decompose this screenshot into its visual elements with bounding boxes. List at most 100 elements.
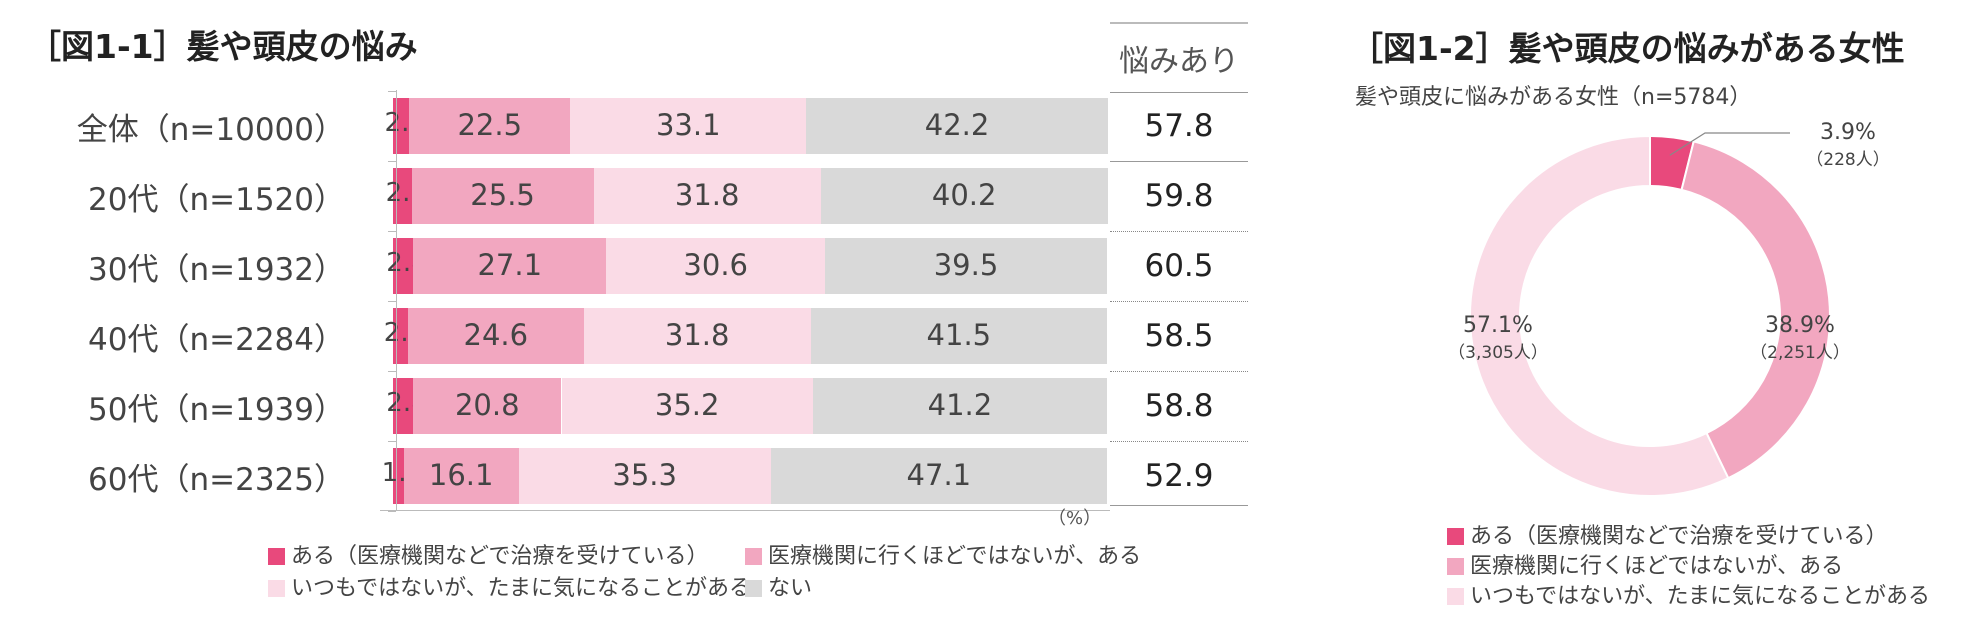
bar-category-label: 全体（n=10000） bbox=[76, 112, 345, 148]
bar-segment bbox=[407, 308, 584, 364]
table-bottom-rule bbox=[1110, 505, 1248, 506]
table-value: 58.5 bbox=[1144, 318, 1214, 354]
bar-value-label: 31.8 bbox=[664, 318, 730, 352]
bar-value-label: 41.5 bbox=[926, 318, 992, 352]
bar-value-label: 42.2 bbox=[924, 108, 990, 142]
bar-value-label: 33.1 bbox=[655, 108, 721, 142]
legend-label: いつもではないが、たまに気になることがある bbox=[1470, 584, 1931, 609]
bar-segment bbox=[812, 378, 1107, 434]
donut-slice-label: 3.9% （228人） bbox=[1806, 120, 1889, 170]
legend-item: いつもではないが、たまに気になることがある bbox=[268, 570, 751, 602]
bar-segment bbox=[403, 448, 519, 504]
figure2-title: ［図1-2］髪や頭皮の悩みがある女性 bbox=[1350, 29, 1905, 68]
table-value: 52.9 bbox=[1144, 458, 1214, 494]
bar-segment bbox=[409, 98, 571, 154]
legend-item: ある（医療機関などで治療を受けている） bbox=[1447, 518, 1888, 550]
bar-category-label: 60代（n=2325） bbox=[88, 462, 345, 498]
bar-category-label: 50代（n=1939） bbox=[88, 392, 345, 428]
table-row-divider bbox=[1110, 161, 1248, 162]
bar-segment bbox=[570, 98, 807, 154]
bar-chart-y-axis bbox=[396, 90, 397, 510]
table-row-divider bbox=[1110, 301, 1248, 302]
bar-value-label: 41.2 bbox=[927, 388, 993, 422]
table-row-divider bbox=[1110, 231, 1248, 232]
table-header: 悩みあり bbox=[1119, 44, 1239, 79]
table-value: 60.5 bbox=[1144, 248, 1214, 284]
figure1-title: ［図1-1］髪や頭皮の悩み bbox=[28, 27, 418, 66]
bar-segment bbox=[393, 448, 404, 504]
slice-count: （228人） bbox=[1806, 150, 1890, 170]
donut-slice bbox=[1469, 134, 1730, 497]
bar-value-label: 30.6 bbox=[683, 248, 749, 282]
bar-segment bbox=[561, 378, 813, 434]
axis-tick bbox=[388, 441, 396, 442]
donut-slice-label: 38.9% （2,251人） bbox=[1750, 313, 1850, 363]
legend-item: ある（医療機関などで治療を受けている） bbox=[268, 538, 709, 570]
legend-swatch bbox=[745, 580, 762, 597]
legend-swatch bbox=[268, 580, 285, 597]
legend-label: 医療機関に行くほどではないが、ある bbox=[1470, 554, 1844, 579]
slice-percent: 38.9% bbox=[1765, 313, 1835, 338]
axis-tick bbox=[388, 511, 396, 512]
axis-tick bbox=[388, 161, 396, 162]
axis-tick bbox=[388, 231, 396, 232]
table-top-rule bbox=[1110, 22, 1248, 24]
axis-tick bbox=[388, 91, 396, 92]
bar-segment bbox=[606, 238, 825, 294]
bar-segment bbox=[411, 168, 594, 224]
bar-category-label: 30代（n=1932） bbox=[88, 252, 345, 288]
slice-count: （2,251人） bbox=[1750, 343, 1850, 363]
table-value: 58.8 bbox=[1144, 388, 1214, 424]
legend-swatch bbox=[1447, 528, 1464, 545]
legend-item: 医療機関に行くほどではないが、ある bbox=[745, 538, 1141, 570]
donut-slice-label: 57.1% （3,305人） bbox=[1448, 313, 1548, 363]
legend-swatch bbox=[1447, 588, 1464, 605]
table-row-divider bbox=[1110, 371, 1248, 372]
bar-category-label: 40代（n=2284） bbox=[88, 322, 345, 358]
slice-percent: 3.9% bbox=[1820, 120, 1876, 145]
slice-percent: 57.1% bbox=[1463, 313, 1533, 338]
axis-tick bbox=[388, 301, 396, 302]
bar-segment bbox=[806, 98, 1108, 154]
bar-value-label: 47.1 bbox=[906, 458, 972, 492]
bar-value-label: 16.1 bbox=[428, 458, 494, 492]
legend-label: ない bbox=[768, 576, 813, 601]
bar-value-label: 40.2 bbox=[931, 178, 997, 212]
bar-value-label: 35.3 bbox=[612, 458, 677, 492]
bar-value-label: 39.5 bbox=[933, 248, 999, 282]
legend-item: ない bbox=[745, 570, 812, 602]
legend-item: いつもではないが、たまに気になることがある bbox=[1447, 578, 1930, 610]
table-header-rule bbox=[1110, 92, 1248, 93]
unit-label: （%） bbox=[1048, 508, 1102, 529]
legend-label: いつもではないが、たまに気になることがある bbox=[291, 576, 752, 601]
legend-swatch bbox=[745, 548, 762, 565]
bar-value-label: 20.8 bbox=[454, 388, 520, 422]
legend-label: 医療機関に行くほどではないが、ある bbox=[768, 544, 1142, 569]
legend-swatch bbox=[1447, 558, 1464, 575]
bar-value-label: 22.5 bbox=[457, 108, 523, 142]
bar-value-label: 31.8 bbox=[674, 178, 740, 212]
legend-label: ある（医療機関などで治療を受けている） bbox=[291, 544, 709, 569]
slice-count: （3,305人） bbox=[1448, 343, 1548, 363]
legend-swatch bbox=[268, 548, 285, 565]
bar-value-label: 25.5 bbox=[470, 178, 535, 212]
table-value: 57.8 bbox=[1144, 108, 1214, 144]
legend-label: ある（医療機関などで治療を受けている） bbox=[1470, 524, 1888, 549]
bar-segment bbox=[393, 168, 412, 224]
bar-segment bbox=[412, 378, 562, 434]
bar-segment bbox=[393, 238, 413, 294]
legend-item: 医療機関に行くほどではないが、ある bbox=[1447, 548, 1843, 580]
bar-segment bbox=[393, 378, 413, 434]
bar-segment bbox=[770, 448, 1107, 504]
bar-chart-baseline bbox=[380, 510, 1110, 511]
bar-segment bbox=[393, 98, 410, 154]
table-value: 59.8 bbox=[1144, 178, 1214, 214]
donut-slice bbox=[1680, 140, 1831, 480]
bar-value-label: 35.2 bbox=[654, 388, 720, 422]
bar-segment bbox=[810, 308, 1107, 364]
bar-value-label: 27.1 bbox=[477, 248, 543, 282]
bar-segment bbox=[583, 308, 811, 364]
bar-segment bbox=[824, 238, 1107, 294]
leader-line bbox=[1669, 132, 1790, 156]
bar-segment bbox=[820, 168, 1108, 224]
